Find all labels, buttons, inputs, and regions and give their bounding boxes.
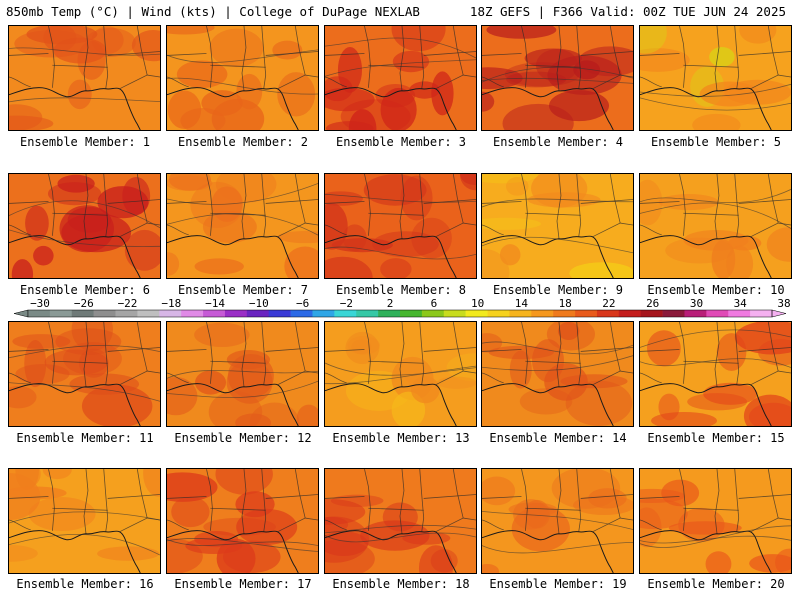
ensemble-member-label: Ensemble Member: 15 [647,431,785,445]
ensemble-member-label: Ensemble Member: 7 [177,283,309,297]
colorbar-tick-label: 38 [777,297,790,310]
colorbar-segment [728,310,751,317]
colorbar-segment [137,310,160,317]
colorbar-segment [487,310,510,317]
colorbar-segment [203,310,226,317]
ensemble-member-map [324,321,477,427]
colorbar-segment [334,310,357,317]
ensemble-member-label: Ensemble Member: 2 [177,135,309,149]
ensemble-member-label: Ensemble Member: 10 [647,283,785,297]
colorbar-segment [509,310,532,317]
colorbar-tick-label: −6 [296,297,309,310]
colorbar-tick-label: −30 [30,297,50,310]
ensemble-member-map [639,321,792,427]
ensemble-member-map [324,468,477,574]
ensemble-member-map [8,468,161,574]
colorbar-segment [640,310,663,317]
colorbar-segment [115,310,138,317]
ensemble-member-map [639,173,792,279]
colorbar-tick-label: 22 [602,297,615,310]
ensemble-member-label: Ensemble Member: 13 [332,431,470,445]
colorbar-segment [356,310,379,317]
ensemble-member-label: Ensemble Member: 11 [16,431,154,445]
colorbar-tick-label: 34 [734,297,748,310]
ensemble-member-label: Ensemble Member: 8 [335,283,467,297]
colorbar-segment [596,310,620,317]
ensemble-member-map [324,25,477,131]
ensemble-member-map [166,173,319,279]
ensemble-member-label: Ensemble Member: 5 [650,135,782,149]
colorbar-tick-label: −2 [340,297,353,310]
colorbar-tick-label: 2 [387,297,394,310]
colorbar-tick-label: 18 [559,297,572,310]
colorbar-segment [575,310,598,317]
colorbar-segment [662,310,685,317]
colorbar-segment [531,310,554,317]
ensemble-member-map [166,321,319,427]
colorbar-tick-label: 14 [515,297,529,310]
colorbar-tick-label: 26 [646,297,659,310]
colorbar-segment [684,310,707,317]
colorbar-segment [49,310,73,317]
colorbar-segment [706,310,729,317]
ensemble-member-map [166,25,319,131]
ensemble-member-label: Ensemble Member: 1 [19,135,151,149]
ensemble-member-label: Ensemble Member: 9 [492,283,624,297]
ensemble-member-map [481,25,634,131]
colorbar-segment [224,310,248,317]
colorbar-tick-label: −18 [161,297,181,310]
run-valid-time: 18Z GEFS | F366 Valid: 00Z TUE JUN 24 20… [469,4,786,19]
colorbar-segment [28,310,51,317]
colorbar-segment [618,310,641,317]
colorbar-segment [465,310,488,317]
temperature-colorbar: −30 −26 −22 −18 −14 −10 −6 −2 2 6 10 14 18 22 26 30 34 38… [13,297,791,318]
ensemble-member-map [639,25,792,131]
colorbar-segment [553,310,576,317]
colorbar-segment [181,310,204,317]
colorbar-segment [312,310,335,317]
ensemble-member-map [639,468,792,574]
colorbar-segment [290,310,313,317]
ensemble-member-map [481,468,634,574]
colorbar-tick-label: 30 [690,297,703,310]
colorbar-tick-label: 10 [471,297,484,310]
ensemble-member-label: Ensemble Member: 6 [19,283,151,297]
colorbar-tick-label: 6 [431,297,438,310]
colorbar-segment [71,310,94,317]
ensemble-member-map [166,468,319,574]
colorbar-segment [421,310,445,317]
ensemble-member-map [8,25,161,131]
colorbar-tick-label: −14 [205,297,225,310]
colorbar-segment [378,310,401,317]
ensemble-member-label: Ensemble Member: 12 [174,431,312,445]
colorbar-right-arrow [771,309,787,318]
ensemble-member-label: Ensemble Member: 14 [489,431,627,445]
ensemble-member-label: Ensemble Member: 17 [174,577,312,591]
colorbar-segment [268,310,291,317]
map-title: 850mb Temp (°C) | Wind (kts) | College o… [6,4,420,19]
ensemble-member-map [324,173,477,279]
ensemble-member-map [8,173,161,279]
colorbar-segment [246,310,269,317]
colorbar-segment [159,310,182,317]
ensemble-member-map [481,173,634,279]
ensemble-member-map [481,321,634,427]
colorbar-tick-label: −26 [74,297,94,310]
colorbar-segment [93,310,116,317]
ensemble-member-label: Ensemble Member: 18 [332,577,470,591]
ensemble-member-label: Ensemble Member: 3 [335,135,467,149]
ensemble-member-label: Ensemble Member: 4 [492,135,624,149]
colorbar-segment [443,310,466,317]
colorbar-tick-label: −22 [118,297,138,310]
ensemble-member-label: Ensemble Member: 19 [489,577,627,591]
ensemble-member-label: Ensemble Member: 20 [647,577,785,591]
colorbar-left-arrow [13,309,29,318]
ensemble-member-map [8,321,161,427]
colorbar-segment [400,310,423,317]
colorbar-segment [750,310,773,317]
colorbar-tick-label: −10 [249,297,269,310]
ensemble-member-label: Ensemble Member: 16 [16,577,154,591]
